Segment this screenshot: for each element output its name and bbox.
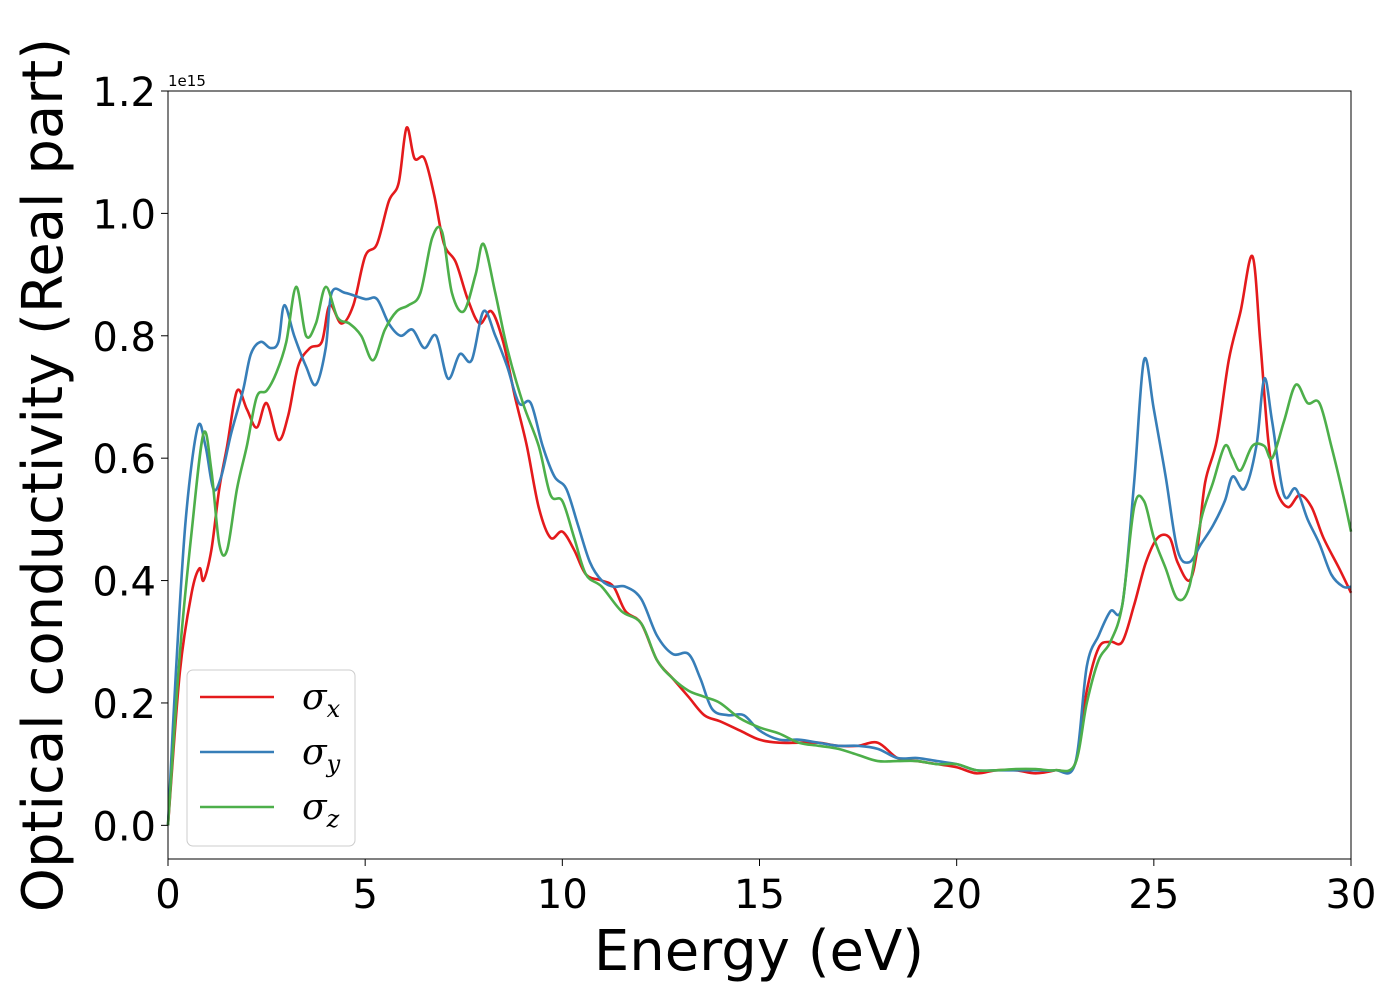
y-axis-label: Optical conductivity (Real part) <box>11 38 76 912</box>
y-tick-label: 0.2 <box>92 682 156 728</box>
series-line-sigma-y <box>166 287 1352 826</box>
x-tick-label: 15 <box>734 872 785 918</box>
y-tick-label: 1.2 <box>92 70 156 116</box>
x-tick-label: 5 <box>352 872 377 918</box>
legend-box <box>186 669 356 847</box>
x-tick-label: 30 <box>1326 872 1377 918</box>
x-tick-label: 20 <box>931 872 982 918</box>
y-tick-label: 0.0 <box>92 804 156 850</box>
x-axis-ticks: 0 5 10 15 20 25 30 <box>155 859 1376 918</box>
series-layer <box>166 126 1353 826</box>
y-tick-label: 0.8 <box>92 315 156 361</box>
y-tick-label: 0.6 <box>92 437 156 483</box>
y-tick-label: 1.0 <box>92 192 156 238</box>
y-axis-ticks: 0.0 0.2 0.4 0.6 0.8 1.0 1.2 <box>92 70 168 850</box>
x-tick-label: 10 <box>537 872 588 918</box>
y-offset-label: 1e15 <box>168 72 206 90</box>
y-tick-label: 0.4 <box>92 560 156 606</box>
x-axis-label: Energy (eV) <box>594 919 924 984</box>
legend-label-z: σz <box>302 787 340 833</box>
x-tick-label: 0 <box>155 872 180 918</box>
legend-label-x: σx <box>302 677 341 723</box>
series-line-sigma-z <box>166 225 1353 826</box>
legend-label-y: σy <box>302 732 341 778</box>
legend: σx σy σz <box>186 669 356 847</box>
x-tick-label: 25 <box>1128 872 1179 918</box>
